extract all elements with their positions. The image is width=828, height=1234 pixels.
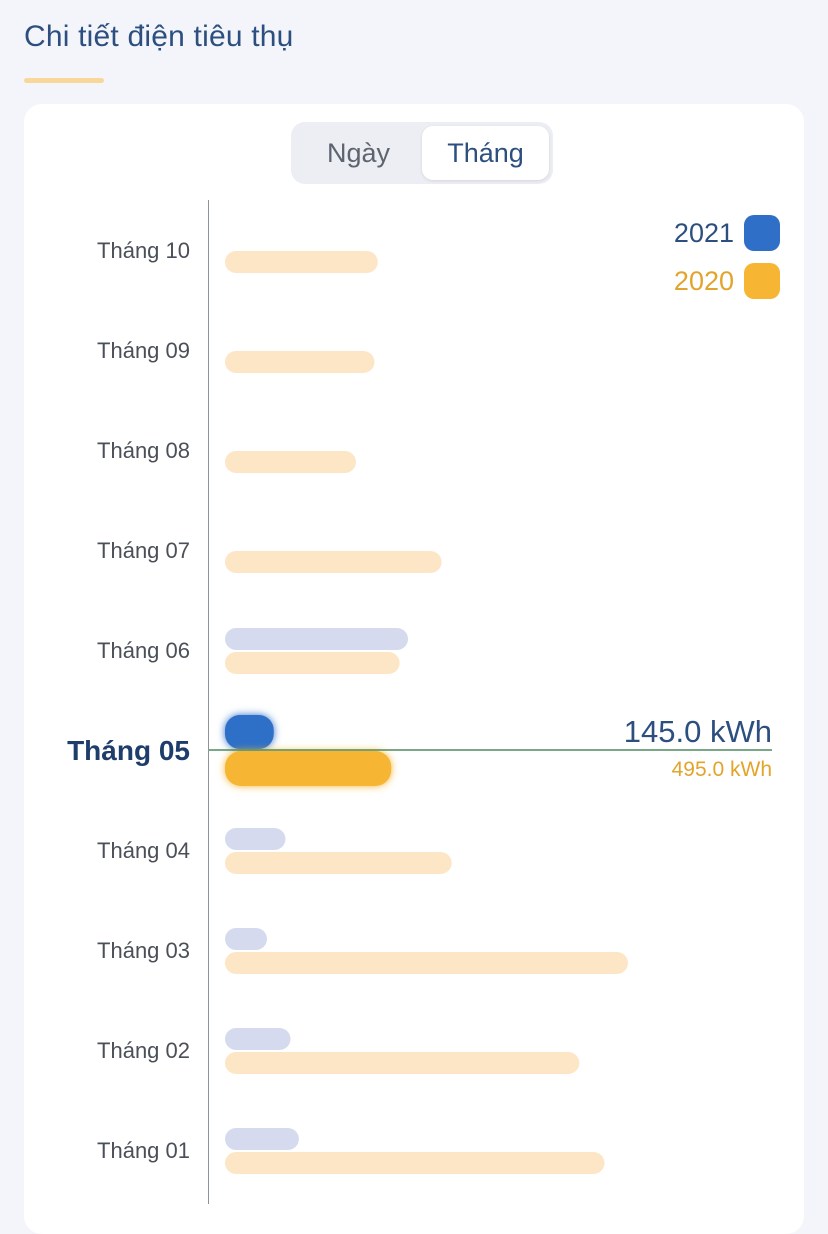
month-label-th-ng-02: Tháng 02: [97, 1038, 190, 1063]
chart-card: [24, 104, 804, 1234]
bar-2020-th-ng-03: [225, 952, 628, 974]
legend-label-2020: 2020: [673, 265, 734, 296]
bar-2020-th-ng-02: [225, 1052, 580, 1074]
period-segmented-control: Ngày Tháng: [291, 122, 553, 184]
month-label-th-ng-05: Tháng 05: [67, 735, 190, 766]
bar-2020-th-ng-07: [225, 551, 442, 573]
bar-2021-th-ng-05: [225, 715, 274, 749]
page-title: Chi tiết điện tiêu thụ: [24, 20, 294, 53]
month-label-th-ng-09: Tháng 09: [97, 338, 190, 363]
month-label-th-ng-07: Tháng 07: [97, 538, 190, 563]
bar-2020-th-ng-09: [225, 351, 375, 373]
bar-2020-th-ng-04: [225, 852, 452, 874]
month-label-th-ng-04: Tháng 04: [97, 838, 190, 863]
legend-swatch-2021: [744, 215, 780, 251]
segment-month[interactable]: Tháng: [422, 126, 549, 180]
bar-2020-th-ng-06: [225, 652, 400, 674]
legend-item-2020: 2020: [674, 263, 780, 299]
bar-2020-th-ng-01: [225, 1152, 605, 1174]
segment-day[interactable]: Ngày: [326, 137, 391, 168]
month-label-th-ng-10: Tháng 10: [97, 238, 190, 263]
legend-swatch-2020: [744, 263, 780, 299]
bar-2021-th-ng-02: [225, 1028, 291, 1050]
month-label-th-ng-08: Tháng 08: [97, 438, 190, 463]
bar-2020-th-ng-05: [225, 751, 392, 786]
legend-label-2021: 2021: [673, 217, 734, 248]
bar-2021-th-ng-06: [225, 628, 409, 650]
bar-2021-th-ng-04: [225, 828, 286, 850]
month-label-th-ng-01: Tháng 01: [97, 1138, 190, 1163]
legend-item-2021: 2021: [674, 215, 780, 251]
selected-value-2021: 145.0 kWh: [624, 714, 772, 749]
consumption-bar-chart: Tháng 10 Tháng 09 Tháng 08 Tháng 07 Tháng 06…: [67, 238, 772, 1174]
title-underline: [24, 78, 104, 83]
selected-value-2020: 495.0 kWh: [672, 758, 772, 781]
bar-2020-th-ng-08: [225, 451, 356, 473]
bar-2021-th-ng-03: [225, 928, 267, 950]
month-label-th-ng-06: Tháng 06: [97, 638, 190, 663]
bar-2020-th-ng-10: [225, 251, 378, 273]
bar-2021-th-ng-01: [225, 1128, 299, 1150]
month-label-th-ng-03: Tháng 03: [97, 938, 190, 963]
chart-axis-line: [208, 200, 209, 1204]
